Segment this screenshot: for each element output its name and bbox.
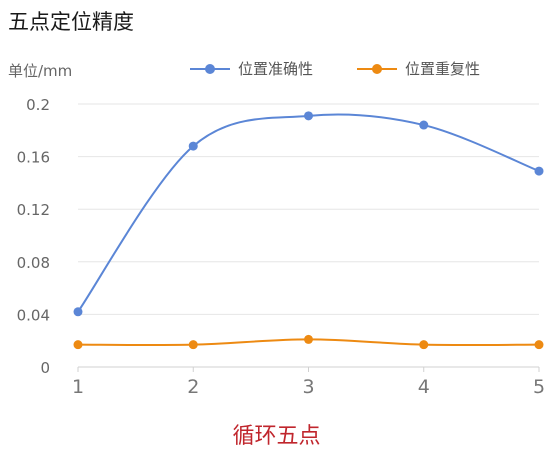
y-axis-unit-label: 单位/mm [8, 62, 73, 80]
legend-item-repeatability: 位置重复性 [357, 58, 480, 79]
data-point-series-1 [304, 111, 313, 121]
legend-label-accuracy: 位置准确性 [238, 60, 314, 78]
data-point-series-1 [419, 120, 429, 130]
x-tick-label: 3 [302, 376, 314, 398]
chart-legend: 位置准确性 位置重复性 [190, 58, 480, 79]
data-point-series-2 [534, 340, 544, 350]
data-point-series-2 [73, 340, 83, 350]
y-tick-label: 0.08 [17, 254, 50, 272]
data-point-series-1 [534, 166, 544, 176]
x-axis-label: 循环五点 [232, 424, 321, 449]
y-tick-label: 0.2 [26, 96, 50, 114]
x-tick-label: 5 [533, 376, 545, 398]
y-tick-label: 0.04 [17, 306, 50, 324]
legend-swatch-accuracy [190, 63, 230, 74]
series-line-1 [77, 113, 540, 313]
data-point-series-2 [188, 340, 198, 350]
x-tick-label: 4 [418, 376, 430, 398]
legend-label-repeatability: 位置重复性 [405, 60, 481, 78]
legend-swatch-repeatability [357, 63, 398, 74]
x-tick-label: 2 [187, 376, 199, 398]
data-point-series-1 [188, 141, 198, 151]
y-tick-label: 0.16 [17, 149, 50, 167]
data-point-series-2 [419, 340, 429, 350]
data-point-series-2 [304, 334, 313, 344]
y-tick-label: 0.12 [17, 201, 50, 219]
data-point-series-1 [73, 307, 83, 317]
y-tick-label: 0 [40, 359, 50, 377]
chart-title: 五点定位精度 [8, 10, 134, 34]
legend-item-accuracy: 位置准确性 [190, 58, 313, 79]
x-tick-label: 1 [72, 376, 84, 398]
